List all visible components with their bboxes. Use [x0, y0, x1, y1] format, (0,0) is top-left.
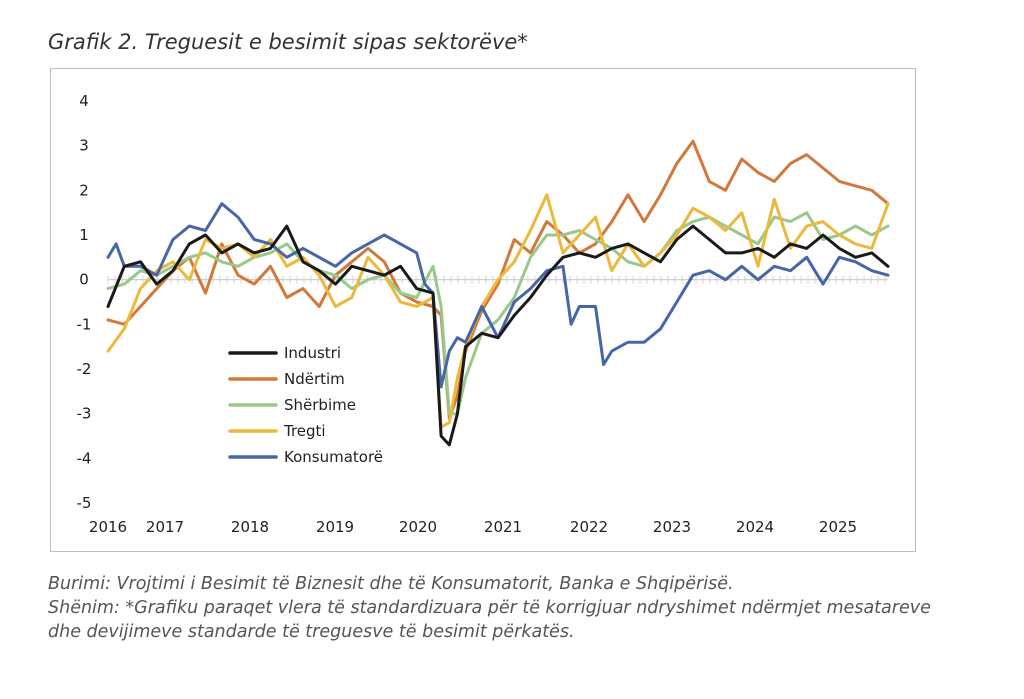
- x-tick-label: 2024: [736, 518, 774, 536]
- x-tick-label: 2021: [484, 518, 522, 536]
- x-tick-label: 2018: [231, 518, 269, 536]
- series-line-shrbime: [106, 211, 890, 416]
- x-tick-label: 2020: [399, 518, 437, 536]
- note-line-2: dhe devijimeve standarde të treguesve të…: [48, 622, 575, 642]
- x-tick-label: 2025: [819, 518, 857, 536]
- x-tick-label: 2017: [146, 518, 184, 536]
- y-tick-label: -3: [77, 405, 92, 423]
- y-tick-label: -2: [77, 360, 92, 378]
- legend-label: Konsumatorë: [284, 448, 383, 466]
- series-line-ndrtim: [106, 139, 890, 420]
- series-line-industri: [106, 224, 890, 447]
- legend-label: Shërbime: [284, 396, 356, 414]
- chart-notes: Burimi: Vrojtimi i Besimit të Biznesit d…: [48, 572, 948, 644]
- y-tick-label: 2: [79, 181, 89, 199]
- source-line: Burimi: Vrojtimi i Besimit të Biznesit d…: [48, 574, 734, 594]
- y-tick-label: -1: [77, 315, 92, 333]
- x-tick-label: 2022: [570, 518, 608, 536]
- note-line-1: Shënim: *Grafiku paraqet vlera të standa…: [48, 598, 931, 618]
- x-tick-label: 2023: [653, 518, 691, 536]
- legend-label: Tregti: [283, 422, 326, 440]
- y-tick-label: 4: [79, 92, 89, 110]
- x-tick-label: 2016: [89, 518, 127, 536]
- series-line-tregti: [106, 193, 890, 429]
- y-tick-label: -4: [77, 449, 92, 467]
- legend-label: Industri: [284, 344, 341, 362]
- y-tick-label: 1: [79, 226, 89, 244]
- legend-label: Ndërtim: [284, 370, 345, 388]
- series-line-konsumator: [106, 202, 890, 389]
- y-tick-label: -5: [77, 494, 92, 512]
- chart-title: Grafik 2. Treguesit e besimit sipas sekt…: [48, 30, 528, 54]
- y-tick-label: 3: [79, 137, 89, 155]
- chart-frame: [50, 68, 916, 552]
- y-tick-label: 0: [79, 271, 89, 289]
- x-tick-label: 2019: [316, 518, 354, 536]
